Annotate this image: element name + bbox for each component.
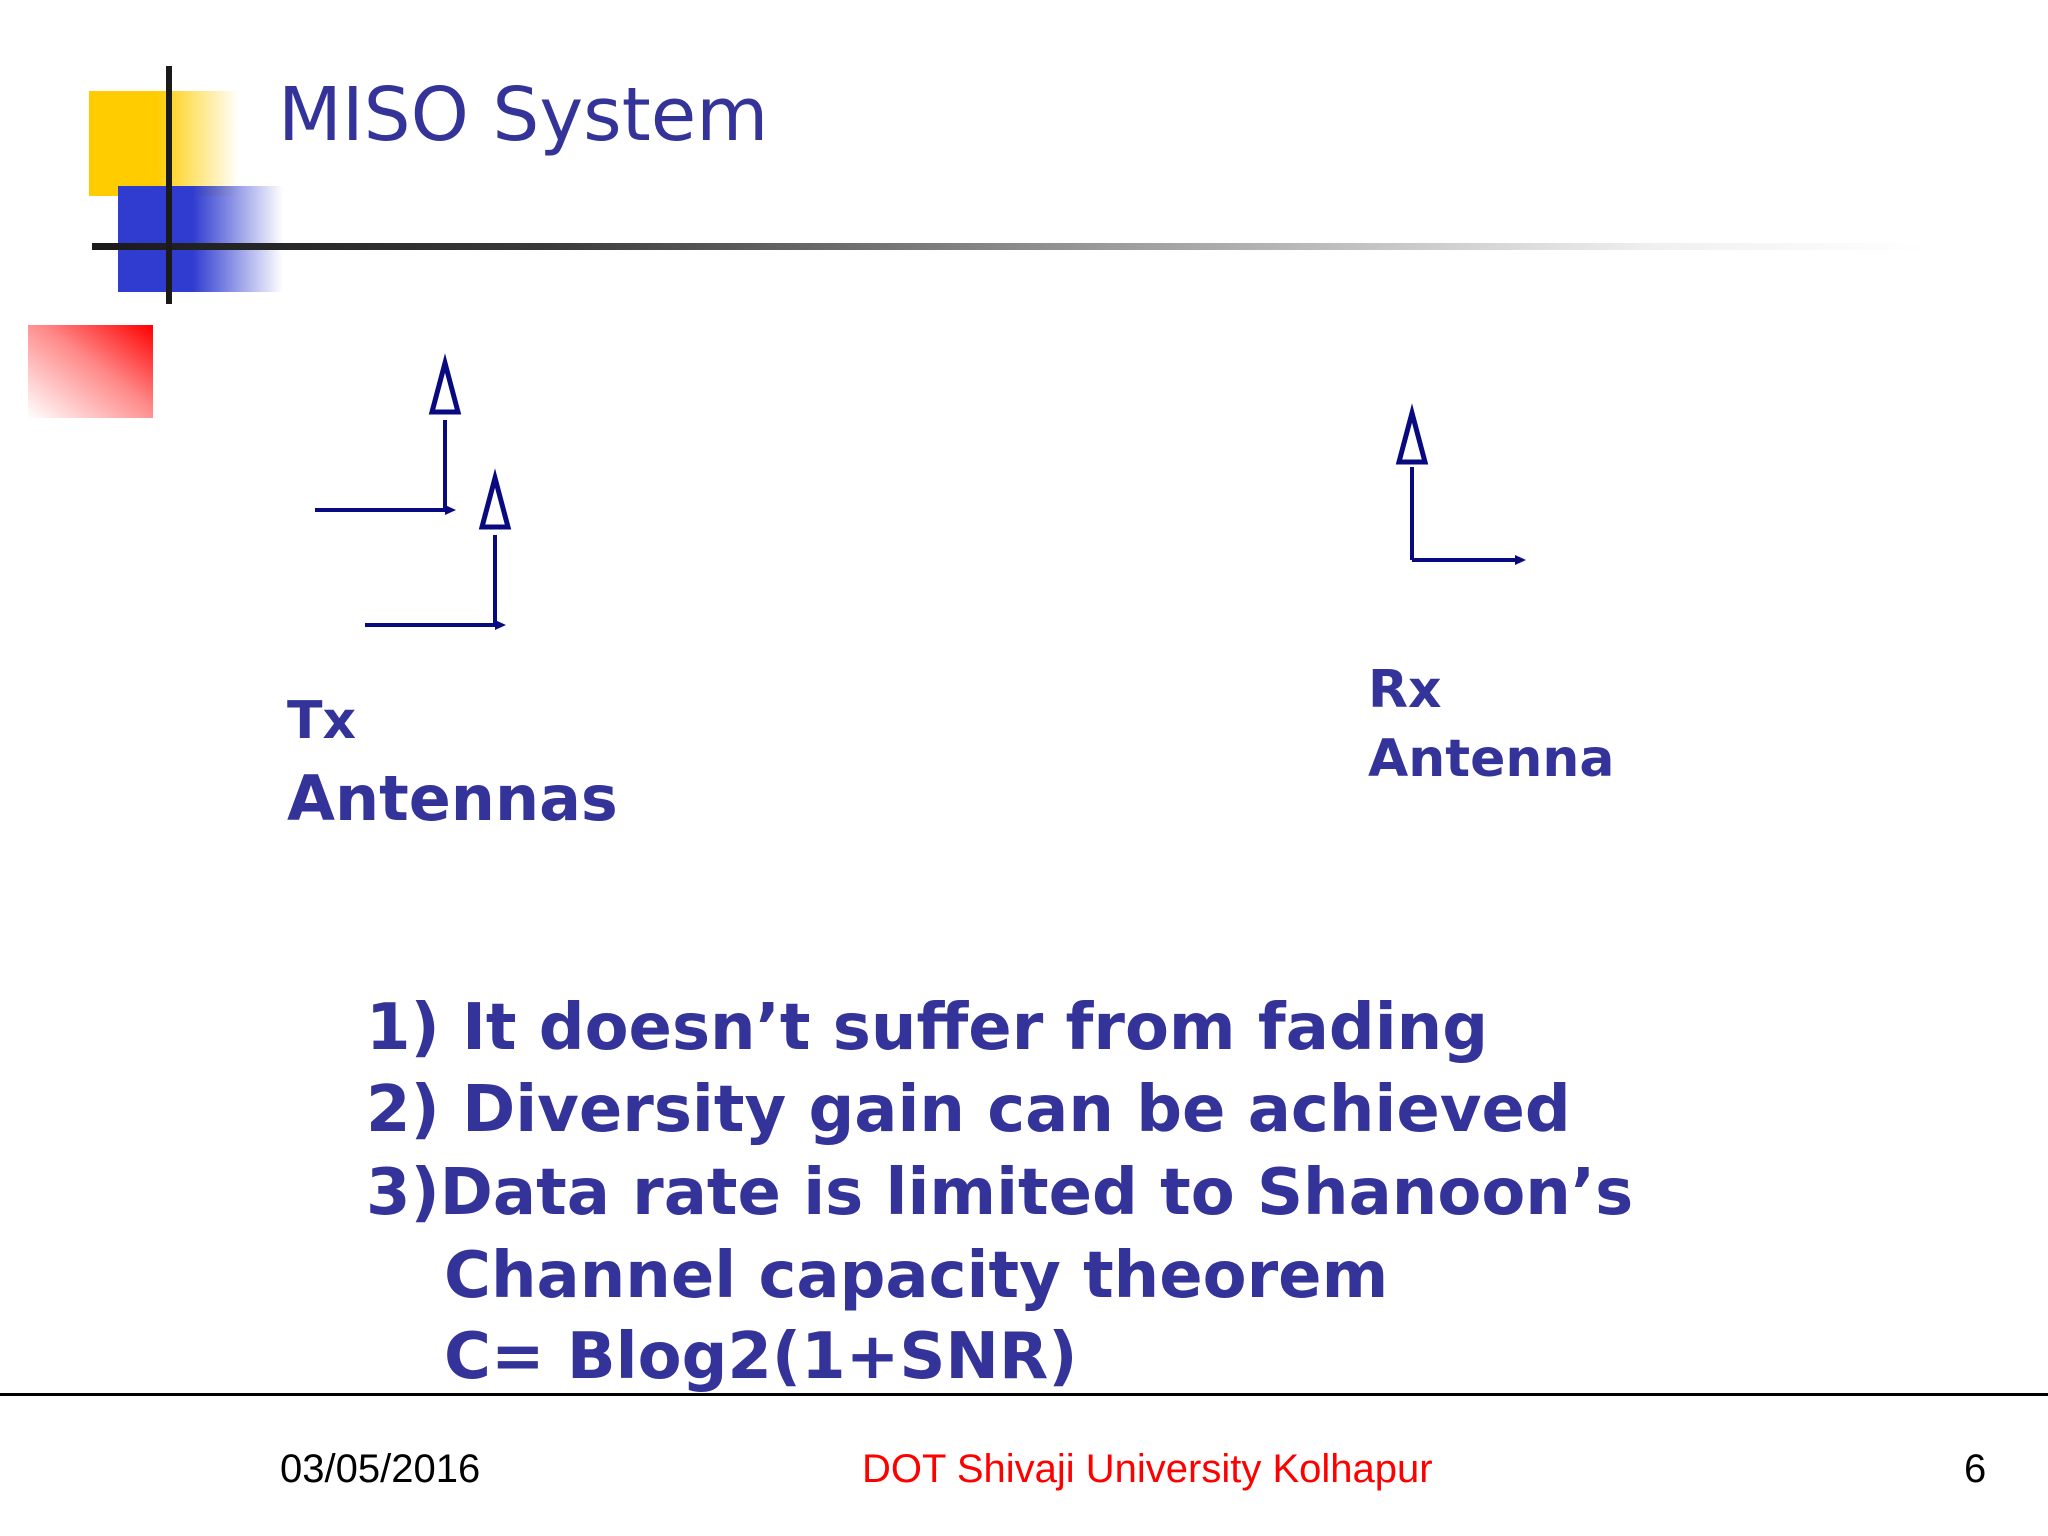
decorative-red-square [28, 325, 153, 418]
page-number: 6 [1964, 1447, 1987, 1491]
point-3: 3)Data rate is limited to Shanoon’s [366, 1156, 1634, 1230]
rx-antenna-icon [1395, 403, 1526, 565]
slide-title: MISO System [278, 72, 769, 158]
rx-label-line1: Rx [1368, 660, 1442, 720]
decorative-vertical-line [166, 66, 172, 304]
point-1: 1) It doesn’t suffer from fading [366, 991, 1489, 1065]
capacity-formula: C= Blog2(1+SNR) [444, 1320, 1078, 1394]
point-2: 2) Diversity gain can be achieved [366, 1073, 1571, 1147]
title-underline [92, 243, 1932, 250]
point-3-continuation: Channel capacity theorem [444, 1239, 1389, 1313]
footer-divider [0, 1393, 2048, 1396]
decorative-yellow-square [89, 91, 239, 196]
decorative-blue-square [118, 186, 283, 292]
tx-antenna-icon [365, 468, 512, 630]
rx-label-line2: Antenna [1368, 729, 1615, 789]
footer-institution: DOT Shivaji University Kolhapur [862, 1447, 1433, 1491]
tx-antenna-icon [315, 353, 462, 515]
footer-date: 03/05/2016 [280, 1447, 481, 1491]
tx-label-line2: Antennas [287, 762, 618, 835]
tx-label-line1: Tx [287, 691, 357, 751]
